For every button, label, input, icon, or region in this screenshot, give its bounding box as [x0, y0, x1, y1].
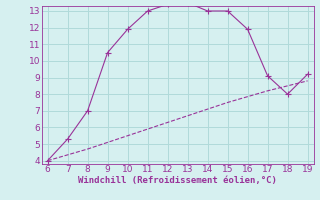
X-axis label: Windchill (Refroidissement éolien,°C): Windchill (Refroidissement éolien,°C) — [78, 176, 277, 185]
